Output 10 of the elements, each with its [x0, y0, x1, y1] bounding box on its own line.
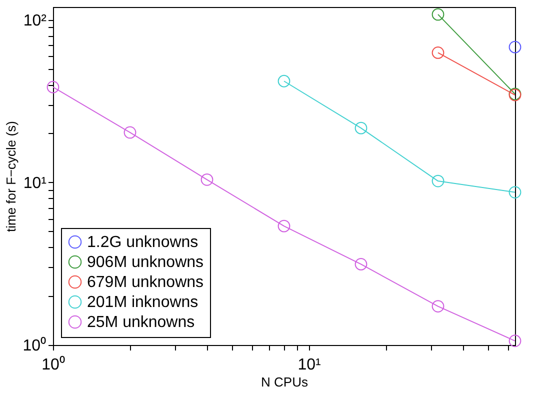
- legend-label: 25M unknowns: [87, 314, 195, 331]
- y-tick-label: 10¹: [23, 174, 46, 192]
- y-axis-title: time for F−cycle (s): [4, 121, 19, 232]
- legend-label: 679M unknowns: [87, 274, 204, 291]
- y-tick-label: 10²: [23, 12, 48, 30]
- x-axis-title: N CPUs: [261, 374, 308, 390]
- legend-label: 201M inknowns: [87, 294, 198, 311]
- legend-label: 906M unknowns: [87, 254, 204, 271]
- y-tick-label: 10⁰: [22, 336, 46, 354]
- legend-label: 1.2G unknowns: [87, 234, 198, 251]
